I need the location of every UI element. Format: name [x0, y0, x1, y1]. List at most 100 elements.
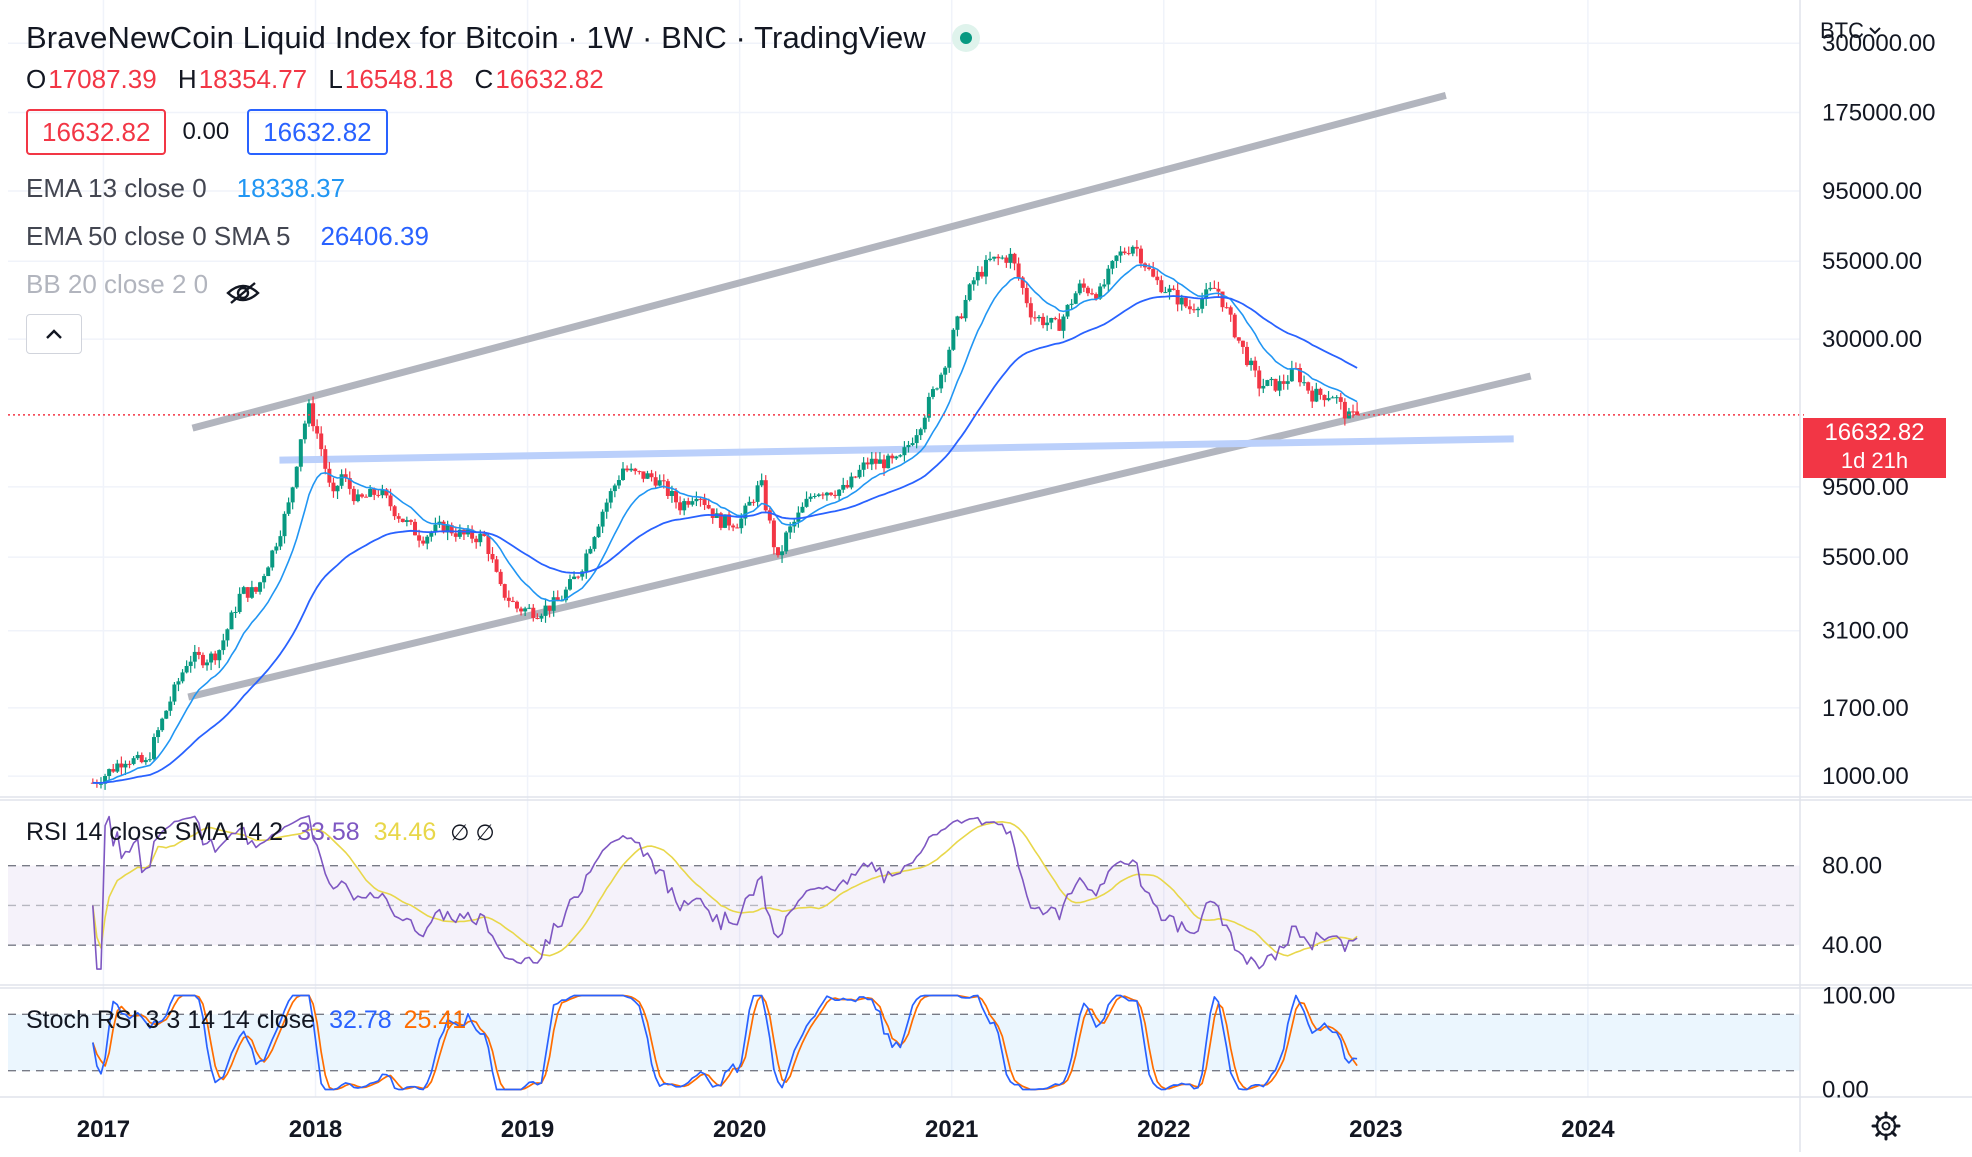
collapse-legend-button[interactable]: [26, 314, 82, 354]
candle-body: [1240, 340, 1245, 347]
candle-down: [1212, 280, 1217, 289]
indicator-ema13[interactable]: EMA 13 close 0 18338.37: [26, 164, 980, 212]
candle-up: [604, 498, 609, 519]
currency-selector[interactable]: BTC: [1820, 18, 1882, 44]
band-fills: [8, 865, 1800, 1071]
candle-body: [249, 587, 254, 598]
candle-body: [780, 551, 785, 556]
candle-down: [347, 471, 352, 495]
candle-body: [335, 485, 340, 492]
candle-body: [771, 520, 776, 548]
time-tick-label: 2020: [713, 1116, 766, 1143]
indicator-bb[interactable]: BB 20 close 2 0: [26, 260, 980, 308]
candle-down: [710, 508, 715, 524]
candle-body: [600, 511, 605, 527]
candle-body: [886, 455, 891, 469]
candle-up: [143, 757, 148, 765]
candle-body: [1318, 388, 1323, 395]
candle-body: [1118, 251, 1123, 256]
candle-body: [1330, 397, 1335, 399]
buy-button[interactable]: 16632.82: [247, 109, 388, 155]
candle-body: [567, 579, 572, 590]
candle-down: [1134, 240, 1139, 257]
candle-down: [1281, 374, 1286, 390]
candle-up: [963, 295, 968, 322]
candle-body: [531, 607, 536, 618]
candle-down: [494, 555, 499, 573]
candle-up: [1110, 260, 1115, 275]
candle-down: [1191, 303, 1196, 313]
candle-down: [119, 756, 124, 776]
candle-body: [1114, 255, 1119, 261]
candle-body: [645, 473, 650, 479]
candle-down: [1244, 341, 1249, 367]
candle-body: [384, 489, 389, 496]
time-tick-label: 2018: [289, 1116, 342, 1143]
candle-up: [800, 502, 805, 513]
candle-down: [698, 497, 703, 507]
candle-up: [229, 610, 234, 630]
candle-body: [775, 547, 780, 556]
rsi-value: 33.58: [297, 818, 360, 846]
candle-body: [396, 516, 401, 519]
candle-body: [1004, 257, 1009, 263]
candle-body: [429, 532, 434, 537]
candle-down: [727, 510, 732, 531]
candle-up: [1130, 245, 1135, 257]
indicator-name: EMA 13 close 0: [26, 173, 207, 203]
rsi-tick-label: 80.00: [1822, 853, 1882, 880]
candle-body: [286, 502, 291, 514]
axes: 300000.00 175000.00 95000.00 55000.00 30000.…: [77, 30, 1936, 1143]
candle-body: [975, 271, 980, 281]
candle-down: [519, 606, 524, 616]
trendline-upper-channel[interactable]: [191, 91, 1447, 432]
hidden-eye-icon[interactable]: [226, 272, 260, 304]
candle-body: [1061, 316, 1066, 331]
rsi-legend[interactable]: RSI 14 close SMA 14 2 33.58 34.46 ∅ ∅: [26, 818, 495, 847]
price-tick-label: 55000.00: [1822, 248, 1922, 275]
stoch-k-line: [91, 994, 1358, 1091]
candle-down: [1187, 299, 1192, 315]
candle-up: [221, 633, 226, 655]
trendline-lower-channel[interactable]: [187, 372, 1532, 701]
ohlc-low: 16548.18: [344, 64, 454, 94]
candle-down: [763, 475, 768, 513]
candle-body: [319, 433, 324, 450]
candle-up: [437, 515, 442, 528]
candle-up: [1289, 360, 1294, 382]
price-tick-label: 5500.00: [1822, 544, 1909, 571]
candle-body: [898, 455, 903, 457]
candle-up: [596, 524, 601, 538]
candle-down: [531, 604, 536, 622]
candle-body: [584, 553, 589, 572]
settings-gear-icon[interactable]: [1871, 1111, 1901, 1141]
trendline-horizontal-support[interactable]: [279, 435, 1514, 464]
candle-up: [1265, 379, 1270, 387]
price-tick-label: 1700.00: [1822, 695, 1909, 722]
candle-down: [1240, 340, 1245, 354]
candle-body: [111, 769, 116, 772]
indicator-ema50[interactable]: EMA 50 close 0 SMA 5 26406.39: [26, 212, 980, 260]
candle-body: [616, 480, 621, 486]
candle-body: [1167, 288, 1172, 293]
candle-body: [135, 754, 140, 759]
candle-body: [351, 488, 356, 502]
candle-up: [906, 440, 911, 453]
trendlines[interactable]: [187, 91, 1532, 701]
candle-down: [735, 523, 740, 529]
candle-down: [1057, 313, 1062, 332]
stoch-legend[interactable]: Stoch RSI 3 3 14 14 close 32.78 25.41: [26, 1006, 466, 1035]
chevron-up-icon: [46, 329, 62, 339]
candle-down: [633, 467, 638, 475]
sell-button[interactable]: 16632.82: [26, 109, 167, 155]
candle-down: [502, 583, 507, 601]
candle-body: [669, 490, 674, 496]
candle-up: [714, 508, 719, 519]
candle-body: [294, 466, 299, 488]
candle-down: [200, 652, 205, 669]
candle-up: [1249, 357, 1254, 371]
candle-up: [1008, 248, 1013, 269]
candle-body: [1326, 398, 1331, 401]
